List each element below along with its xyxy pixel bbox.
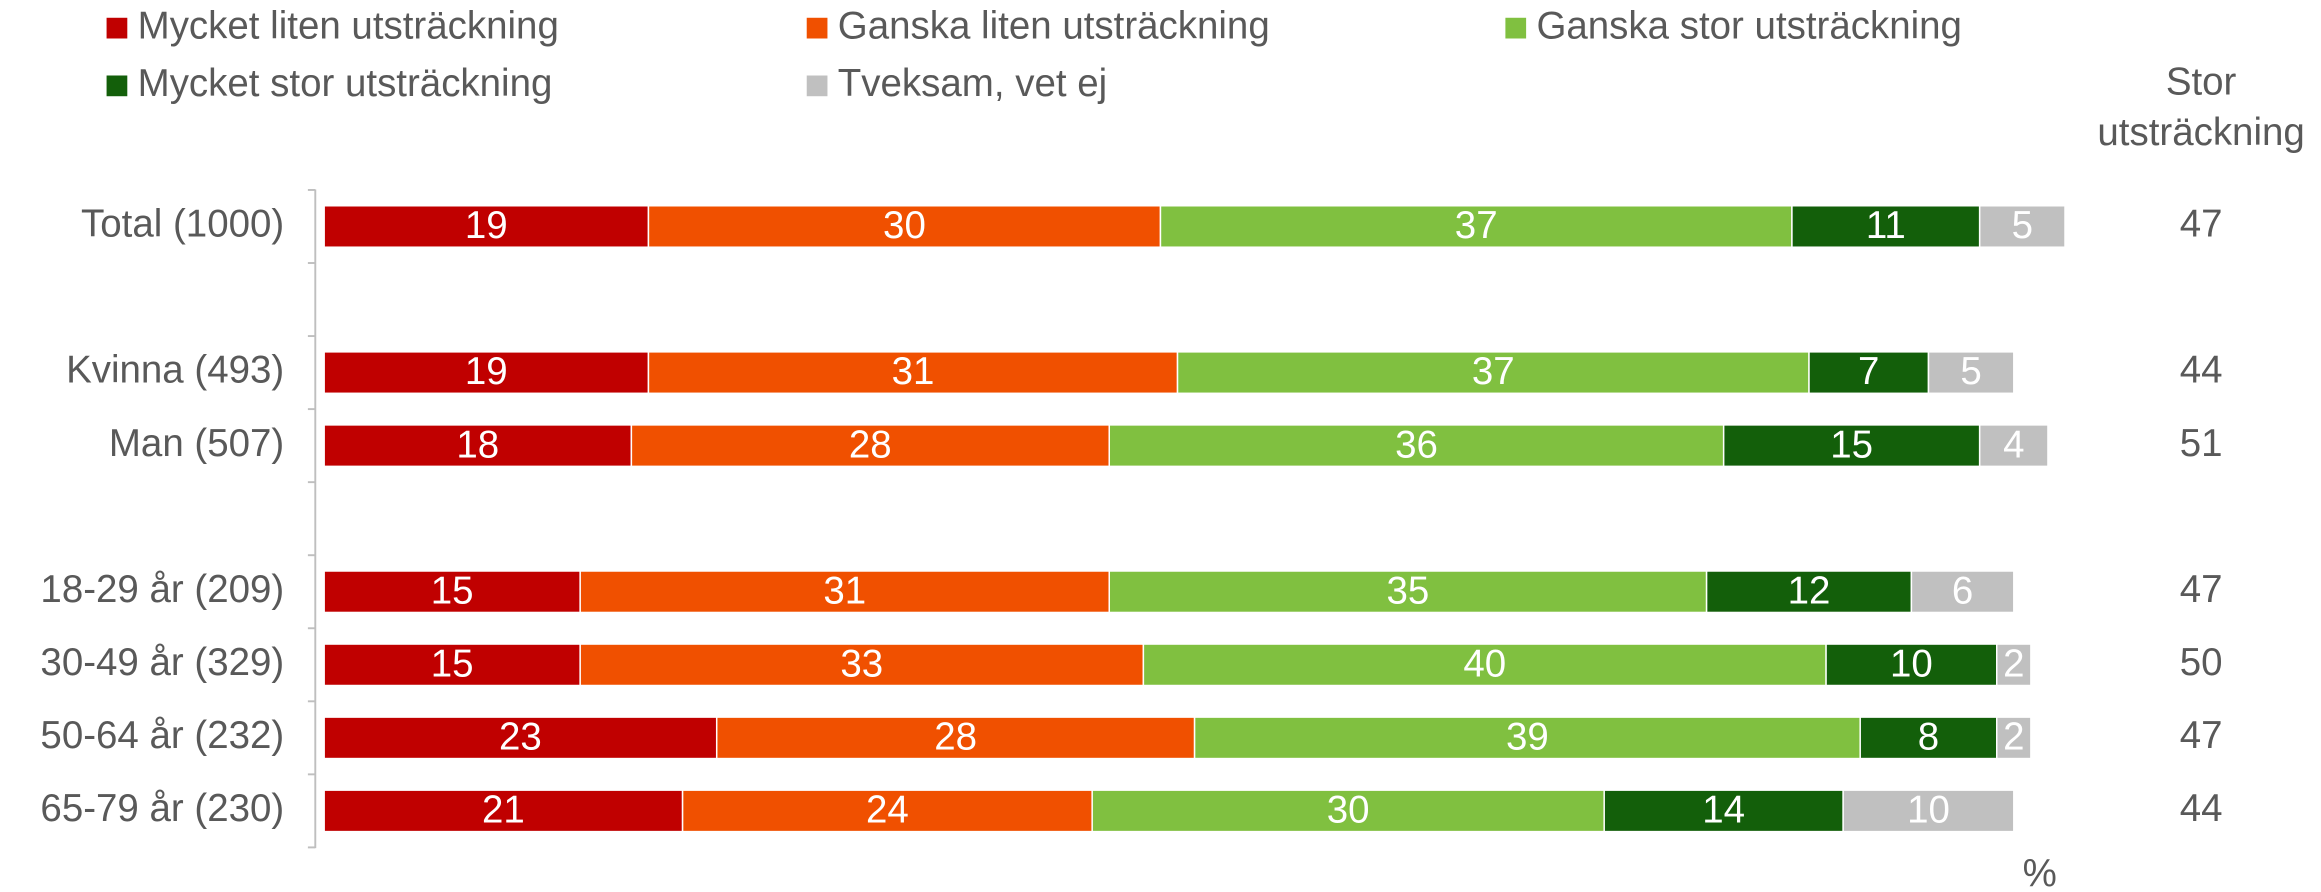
data-label: 5 [2012, 204, 2033, 247]
side-value: 47 [2180, 714, 2223, 757]
bar-segment [1705, 570, 1913, 614]
data-label: 7 [1858, 350, 1879, 393]
side-column-title: Stor [2166, 61, 2237, 104]
bar-segment [647, 351, 1179, 395]
data-label: 23 [499, 715, 542, 758]
bar-segment [1910, 570, 2015, 614]
bar-segment [681, 789, 1093, 833]
legend-swatch [1505, 17, 1527, 39]
category-label: Total (1000) [81, 203, 284, 246]
bar-segment [1927, 351, 2015, 395]
bar-segment [1791, 205, 1981, 248]
bar-segment [1808, 351, 1930, 395]
data-label: 31 [823, 569, 866, 612]
bar-segment [323, 643, 581, 687]
bar-segment [1978, 424, 2049, 468]
legend-swatch [806, 75, 828, 97]
legend-label: Mycket liten utsträckning [138, 4, 559, 47]
side-value: 50 [2180, 641, 2223, 684]
bar-segment [323, 570, 581, 614]
data-label: 28 [934, 715, 977, 758]
data-label: 8 [1918, 715, 1939, 758]
data-label: 30 [883, 204, 926, 247]
data-label: 19 [465, 204, 508, 247]
data-label: 4 [2003, 423, 2024, 466]
data-label: 37 [1455, 204, 1498, 247]
bar-segment [323, 205, 650, 248]
category-label: Kvinna (493) [66, 349, 284, 392]
data-label: 31 [892, 350, 935, 393]
bar-segment [1091, 789, 1605, 833]
data-label: 19 [465, 350, 508, 393]
data-label: 5 [1960, 350, 1981, 393]
data-label: 12 [1788, 569, 1831, 612]
bar-segment [715, 716, 1196, 760]
data-label: 18 [456, 423, 499, 466]
data-label: 15 [431, 569, 474, 612]
data-label: 30 [1327, 789, 1370, 832]
data-label: 39 [1506, 715, 1549, 758]
bar-segment [323, 351, 650, 395]
legend-swatch [806, 17, 828, 39]
legend-label: Ganska liten utsträckning [838, 4, 1270, 47]
data-label: 35 [1387, 569, 1430, 612]
data-label: 6 [1952, 569, 1973, 612]
bar-segment [647, 205, 1162, 248]
x-axis-label: % [2023, 852, 2057, 892]
category-label: 50-64 år (232) [40, 714, 284, 757]
bar-segment [1142, 643, 1827, 687]
bar-segment [1996, 643, 2032, 687]
data-label: 2 [2003, 715, 2024, 758]
data-label: 37 [1472, 350, 1515, 393]
side-value: 47 [2180, 203, 2223, 246]
bar-segment [323, 716, 718, 760]
bar-segment [1603, 789, 1844, 833]
data-label: 33 [840, 642, 883, 685]
side-column-title: utsträckning [2097, 111, 2304, 154]
legend-label: Tveksam, vet ej [838, 62, 1107, 105]
legend-label: Mycket stor utsträckning [138, 62, 553, 105]
category-label: Man (507) [109, 422, 284, 465]
data-label: 36 [1395, 423, 1438, 466]
side-value: 44 [2180, 349, 2223, 392]
data-label: 14 [1702, 789, 1745, 832]
bar-segment [1842, 789, 2015, 833]
category-label: 18-29 år (209) [40, 568, 284, 611]
side-value: 44 [2180, 787, 2223, 830]
bar-segment [630, 424, 1110, 468]
bar-segment [1108, 424, 1725, 468]
data-label: 11 [1866, 204, 1906, 247]
data-label: 2 [2003, 642, 2024, 685]
legend-swatch [106, 75, 128, 97]
data-label: 10 [1890, 642, 1933, 685]
bar-segment [1996, 716, 2032, 760]
bar-segment [323, 789, 684, 833]
legend-swatch [106, 17, 128, 39]
bar-segment [1859, 716, 1998, 760]
bar-segment [579, 570, 1110, 614]
bar-segment [579, 643, 1145, 687]
data-label: 40 [1463, 642, 1506, 685]
bar-segment [323, 424, 633, 468]
data-label: 28 [849, 423, 892, 466]
side-value: 47 [2180, 568, 2223, 611]
bar-segment [1978, 205, 2066, 248]
data-label: 21 [482, 789, 525, 832]
category-label: 30-49 år (329) [40, 641, 284, 684]
data-label: 15 [1830, 423, 1873, 466]
legend-label: Ganska stor utsträckning [1536, 4, 1961, 47]
data-label: 24 [866, 789, 909, 832]
category-label: 65-79 år (230) [40, 787, 284, 830]
bar-segment [1722, 424, 1981, 468]
data-label: 15 [431, 642, 474, 685]
bar-segment [1108, 570, 1708, 614]
data-label: 10 [1907, 789, 1950, 832]
side-value: 51 [2180, 422, 2223, 465]
bar-segment [1825, 643, 1998, 687]
